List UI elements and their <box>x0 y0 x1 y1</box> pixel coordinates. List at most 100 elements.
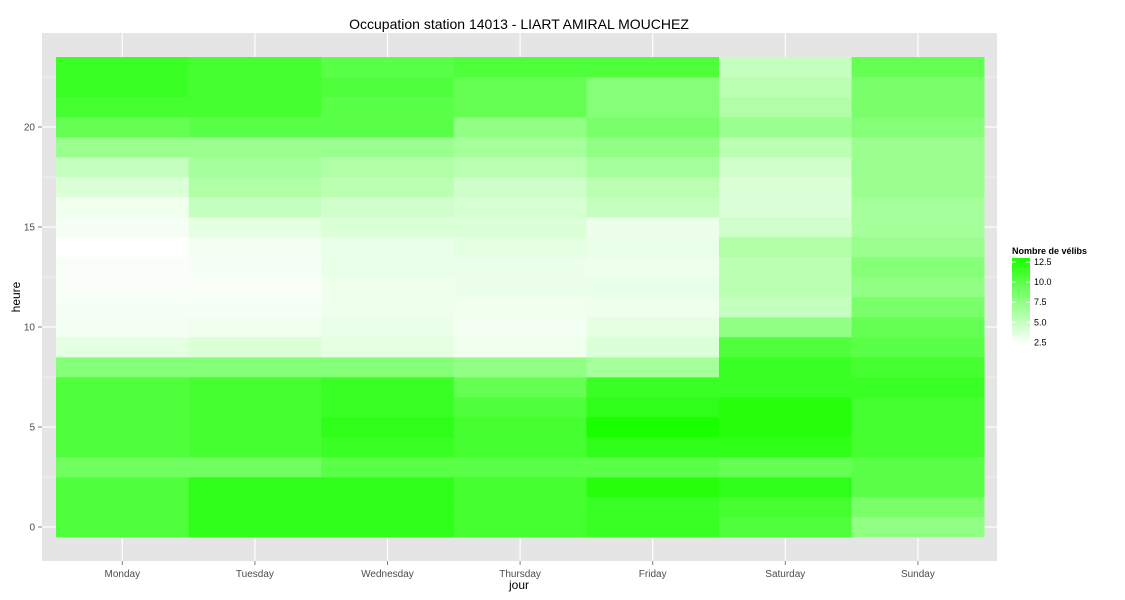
heatmap-cell <box>188 177 322 198</box>
heatmap-cell <box>851 357 985 378</box>
heatmap-cell <box>586 137 720 158</box>
heatmap-cell <box>321 477 455 498</box>
heatmap-cell <box>321 437 455 458</box>
heatmap-cell <box>188 517 322 538</box>
heatmap-cell <box>453 517 587 538</box>
heatmap-cell <box>56 477 189 498</box>
y-tick-label: 5 <box>29 423 35 434</box>
heatmap-cell <box>56 117 189 138</box>
x-tick-label: Monday <box>105 569 141 580</box>
heatmap-cell <box>56 157 189 178</box>
heatmap-cell <box>719 277 852 298</box>
heatmap-cell <box>188 377 322 398</box>
heatmap-cell <box>453 257 587 278</box>
heatmap-cell <box>851 417 985 438</box>
y-tick-label: 10 <box>24 323 36 334</box>
heatmap-cell <box>188 97 322 118</box>
heatmap-cell <box>453 317 587 338</box>
heatmap-cell <box>321 337 455 358</box>
heatmap-cell <box>453 377 587 398</box>
heatmap-cell <box>719 297 852 318</box>
legend-title: Nombre de vélibs <box>1012 246 1087 256</box>
heatmap-cell <box>321 237 455 258</box>
x-tick-label: Wednesday <box>361 569 414 580</box>
heatmap-cell <box>321 277 455 298</box>
heatmap-cell <box>719 517 852 538</box>
heatmap-cell <box>453 497 587 518</box>
heatmap-cell <box>188 197 322 218</box>
heatmap-cell <box>851 77 985 98</box>
heatmap-cell <box>56 177 189 198</box>
heatmap-cell <box>188 277 322 298</box>
heatmap-cell <box>453 337 587 358</box>
heatmap-cell <box>586 157 720 178</box>
heatmap-cell <box>56 97 189 118</box>
heatmap-cell <box>586 497 720 518</box>
heatmap-cell <box>586 357 720 378</box>
heatmap-cell <box>851 397 985 418</box>
heatmap-cell <box>188 157 322 178</box>
heatmap-cell <box>851 337 985 358</box>
heatmap-cell <box>321 57 455 78</box>
legend-label: 7.5 <box>1034 297 1047 307</box>
heatmap-cell <box>56 457 189 478</box>
heatmap-cell <box>56 217 189 238</box>
heatmap-cell <box>188 117 322 138</box>
heatmap-cell <box>586 257 720 278</box>
heatmap-cell <box>586 117 720 138</box>
heatmap-cell <box>321 357 455 378</box>
heatmap-cell <box>56 197 189 218</box>
heatmap-cell <box>56 377 189 398</box>
heatmap-cell <box>188 457 322 478</box>
heatmap-cell <box>719 357 852 378</box>
heatmap-cell <box>188 357 322 378</box>
heatmap-cell <box>321 397 455 418</box>
heatmap-cell <box>719 217 852 238</box>
heatmap-cell <box>586 57 720 78</box>
heatmap-cell <box>453 197 587 218</box>
heatmap-cell <box>719 237 852 258</box>
heatmap-cell <box>851 477 985 498</box>
heatmap-cell <box>321 317 455 338</box>
heatmap-cell <box>321 197 455 218</box>
heatmap-cell <box>321 417 455 438</box>
heatmap-cell <box>586 197 720 218</box>
heatmap-cell <box>719 77 852 98</box>
heatmap-cell <box>56 357 189 378</box>
heatmap-cell <box>453 97 587 118</box>
heatmap-cell <box>453 217 587 238</box>
heatmap-cell <box>56 57 189 78</box>
heatmap-cell <box>188 477 322 498</box>
heatmap-cell <box>851 57 985 78</box>
x-axis-title: jour <box>508 578 529 592</box>
heatmap-cell <box>321 157 455 178</box>
heatmap-cell <box>56 437 189 458</box>
heatmap-cell <box>453 137 587 158</box>
y-tick-label: 15 <box>24 223 36 234</box>
x-tick-label: Thursday <box>499 569 541 580</box>
heatmap-cell <box>56 397 189 418</box>
heatmap-cell <box>321 117 455 138</box>
heatmap-cell <box>586 417 720 438</box>
legend-colorbar <box>1012 258 1030 344</box>
heatmap-cell <box>56 277 189 298</box>
heatmap-cell <box>586 97 720 118</box>
heatmap-cell <box>719 157 852 178</box>
heatmap-cell <box>321 517 455 538</box>
heatmap-cell <box>56 337 189 358</box>
heatmap-cell <box>321 257 455 278</box>
heatmap-cell <box>321 377 455 398</box>
heatmap-cell <box>851 177 985 198</box>
heatmap-cell <box>851 277 985 298</box>
heatmap-cell <box>56 237 189 258</box>
heatmap-cell <box>586 517 720 538</box>
heatmap-cell <box>586 477 720 498</box>
y-axis: 0 5 10 15 20 <box>24 123 42 534</box>
heatmap-cell <box>56 417 189 438</box>
heatmap-cell <box>719 117 852 138</box>
heatmap-cell <box>188 437 322 458</box>
heatmap-cell <box>56 297 189 318</box>
heatmap-cell <box>719 137 852 158</box>
heatmap-cell <box>586 317 720 338</box>
